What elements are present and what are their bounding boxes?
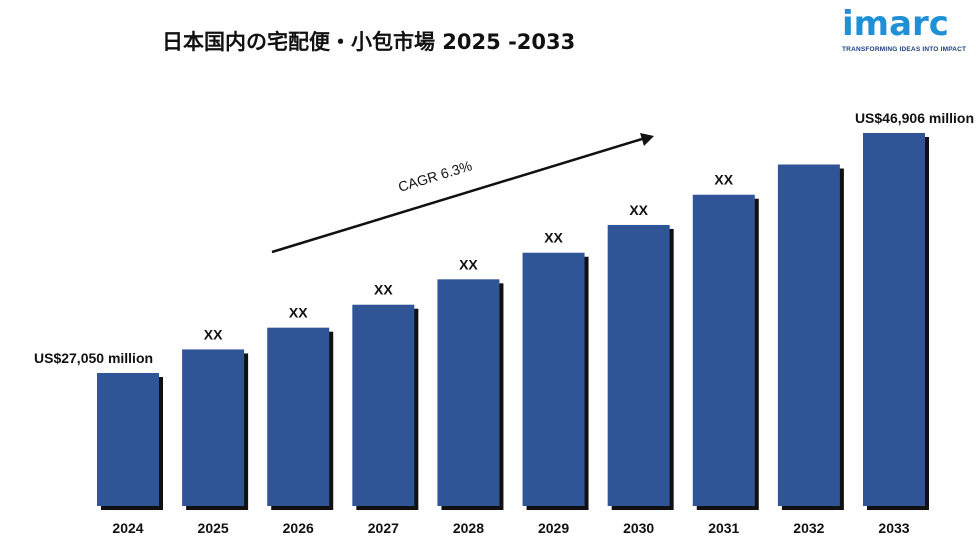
x-tick-label-2029: 2029 [538, 520, 569, 536]
logo-tagline: TRANSFORMING IDEAS INTO IMPACT [842, 46, 967, 53]
x-tick-label-2028: 2028 [453, 520, 484, 536]
bar-2027 [352, 304, 415, 506]
bar-2030 [607, 224, 670, 506]
bar-2031 [692, 194, 755, 506]
x-tick-label-2024: 2024 [112, 520, 143, 536]
data-labels-group: US$27,050 million XX XX XX XX XX XX XX US$46,906… [34, 110, 974, 366]
x-tick-label-2033: 2033 [878, 520, 909, 536]
data-label-2026: XX [289, 305, 308, 321]
cagr-label: CAGR 6.3% [396, 157, 474, 195]
data-label-2029: XX [544, 230, 563, 246]
data-label-2031: XX [714, 172, 733, 188]
data-label-2024: US$27,050 million [34, 350, 153, 366]
imarc-logo: imarc TRANSFORMING IDEAS INTO IMPACT [842, 4, 972, 60]
cagr-arrow-head [640, 133, 654, 146]
bars-group [97, 133, 929, 511]
bar-2029 [522, 252, 585, 506]
x-tick-label-2027: 2027 [368, 520, 399, 536]
bar-2024 [97, 373, 159, 506]
x-tick-label-2031: 2031 [708, 520, 739, 536]
cagr-arrow-line [271, 137, 643, 254]
x-tick-labels-group: 2024 2025 2026 2027 2028 2029 2030 2031 2032 2033 [112, 520, 909, 536]
data-label-2028: XX [459, 256, 478, 272]
logo-wordmark: imarc [842, 4, 949, 44]
bar-2033 [863, 133, 925, 506]
bar-2026 [267, 327, 330, 506]
bar-2025 [182, 349, 245, 506]
data-label-2033: US$46,906 million [855, 110, 974, 126]
x-tick-label-2026: 2026 [283, 520, 314, 536]
bar-2028 [437, 279, 500, 506]
data-label-2030: XX [629, 202, 648, 218]
x-tick-label-2030: 2030 [623, 520, 654, 536]
x-tick-label-2025: 2025 [198, 520, 229, 536]
x-tick-label-2032: 2032 [793, 520, 824, 536]
data-label-2025: XX [204, 326, 223, 342]
data-label-2027: XX [374, 282, 393, 298]
cagr-annotation: CAGR 6.3% [271, 133, 654, 254]
chart-title: 日本国内の宅配便・小包市場 2025 -2033 [162, 30, 576, 54]
bar-2032 [777, 164, 840, 507]
